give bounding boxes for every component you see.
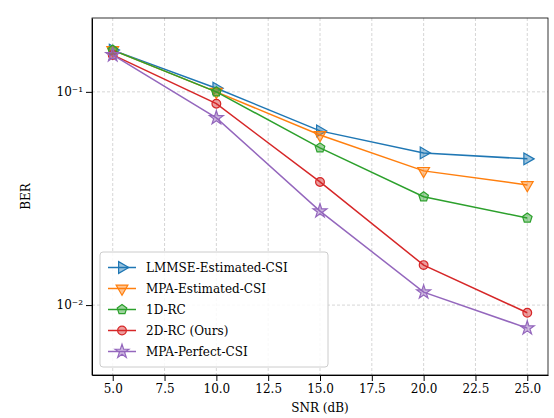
- x-axis: 5.0 7.5 10.0 12.5 15.0 17.5 20.0 22.5 25.0: [93, 375, 549, 396]
- series-line: [113, 50, 528, 218]
- tick: 22.5: [463, 375, 490, 396]
- marker: [521, 182, 533, 192]
- tick: 25.0: [514, 375, 541, 396]
- tick: 10⁻²: [57, 298, 92, 312]
- grid: [92, 18, 548, 375]
- marker: [212, 87, 222, 96]
- legend-label: 2D-RC (Ours): [146, 324, 228, 338]
- tick-label: 12.5: [255, 382, 282, 396]
- tick-label: 10⁻¹: [57, 85, 83, 99]
- series-line: [113, 50, 528, 159]
- legend-box: [100, 252, 328, 367]
- tick-mark: [165, 375, 166, 381]
- marker: [523, 308, 532, 317]
- marker: [315, 143, 325, 152]
- marker: [419, 192, 429, 201]
- tick-mark: [372, 375, 373, 381]
- tick-mark: [216, 375, 217, 381]
- tick-label: 10⁻²: [57, 298, 84, 312]
- marker: [313, 204, 327, 217]
- tick-mark: [320, 375, 321, 381]
- marker: [419, 261, 428, 270]
- legend: LMMSE-Estimated-CSI MPA-Estimated-CSI 1D-R…: [100, 252, 328, 367]
- tick: 17.5: [359, 375, 386, 396]
- marker: [314, 132, 326, 142]
- x-axis-title: SNR (dB): [291, 401, 348, 415]
- tick: 12.5: [255, 375, 282, 396]
- series-line: [113, 50, 528, 185]
- tick-mark: [86, 305, 92, 306]
- tick-label: 25.0: [514, 382, 541, 396]
- tick: 10.0: [204, 375, 231, 396]
- tick-label: 22.5: [463, 382, 490, 396]
- marker: [524, 153, 534, 165]
- legend-label: LMMSE-Estimated-CSI: [146, 261, 288, 275]
- legend-marker: [119, 262, 129, 274]
- marker: [522, 213, 532, 222]
- tick: 7.5: [155, 375, 174, 396]
- marker: [212, 99, 221, 108]
- tick-label: 7.5: [155, 382, 174, 396]
- chart: 5.07.510.012.515.017.520.022.525.010⁻²10…: [0, 0, 554, 418]
- marker: [420, 147, 430, 159]
- legend-marker: [117, 304, 127, 313]
- tick-label: 20.0: [411, 382, 438, 396]
- grid-line: [475, 18, 476, 375]
- grid-line: [92, 91, 548, 92]
- tick-mark: [424, 375, 425, 381]
- tick: 10⁻¹: [57, 85, 92, 99]
- tick: 5.0: [104, 375, 123, 396]
- tick-mark: [475, 375, 476, 381]
- tick-label: 5.0: [104, 382, 123, 396]
- marker: [520, 321, 534, 334]
- tick-mark: [268, 375, 269, 381]
- marker: [418, 167, 430, 177]
- tick-mark: [527, 375, 528, 381]
- legend-marker: [116, 285, 128, 295]
- tick-label: 17.5: [359, 382, 386, 396]
- grid-line: [371, 18, 372, 375]
- legend-label: 1D-RC: [146, 303, 186, 317]
- tick-label: 10.0: [204, 382, 231, 396]
- marker: [209, 111, 223, 124]
- tick-mark: [86, 92, 92, 93]
- y-axis-title: BER: [19, 182, 33, 210]
- y-axis: 10⁻² 10⁻¹: [57, 19, 93, 376]
- legend-label: MPA-Perfect-CSI: [146, 345, 248, 359]
- tick: 20.0: [411, 375, 438, 396]
- marker: [106, 48, 120, 61]
- marker: [417, 285, 431, 298]
- tick-mark: [113, 375, 114, 381]
- marker: [316, 178, 325, 187]
- tick: 15.0: [307, 375, 334, 396]
- legend-marker: [118, 326, 127, 335]
- plot: 5.07.510.012.515.017.520.022.525.010⁻²10…: [57, 18, 549, 396]
- tick-label: 15.0: [307, 382, 334, 396]
- legend-label: MPA-Estimated-CSI: [146, 282, 266, 296]
- plot-frame: [92, 18, 548, 375]
- legend-marker: [115, 344, 129, 357]
